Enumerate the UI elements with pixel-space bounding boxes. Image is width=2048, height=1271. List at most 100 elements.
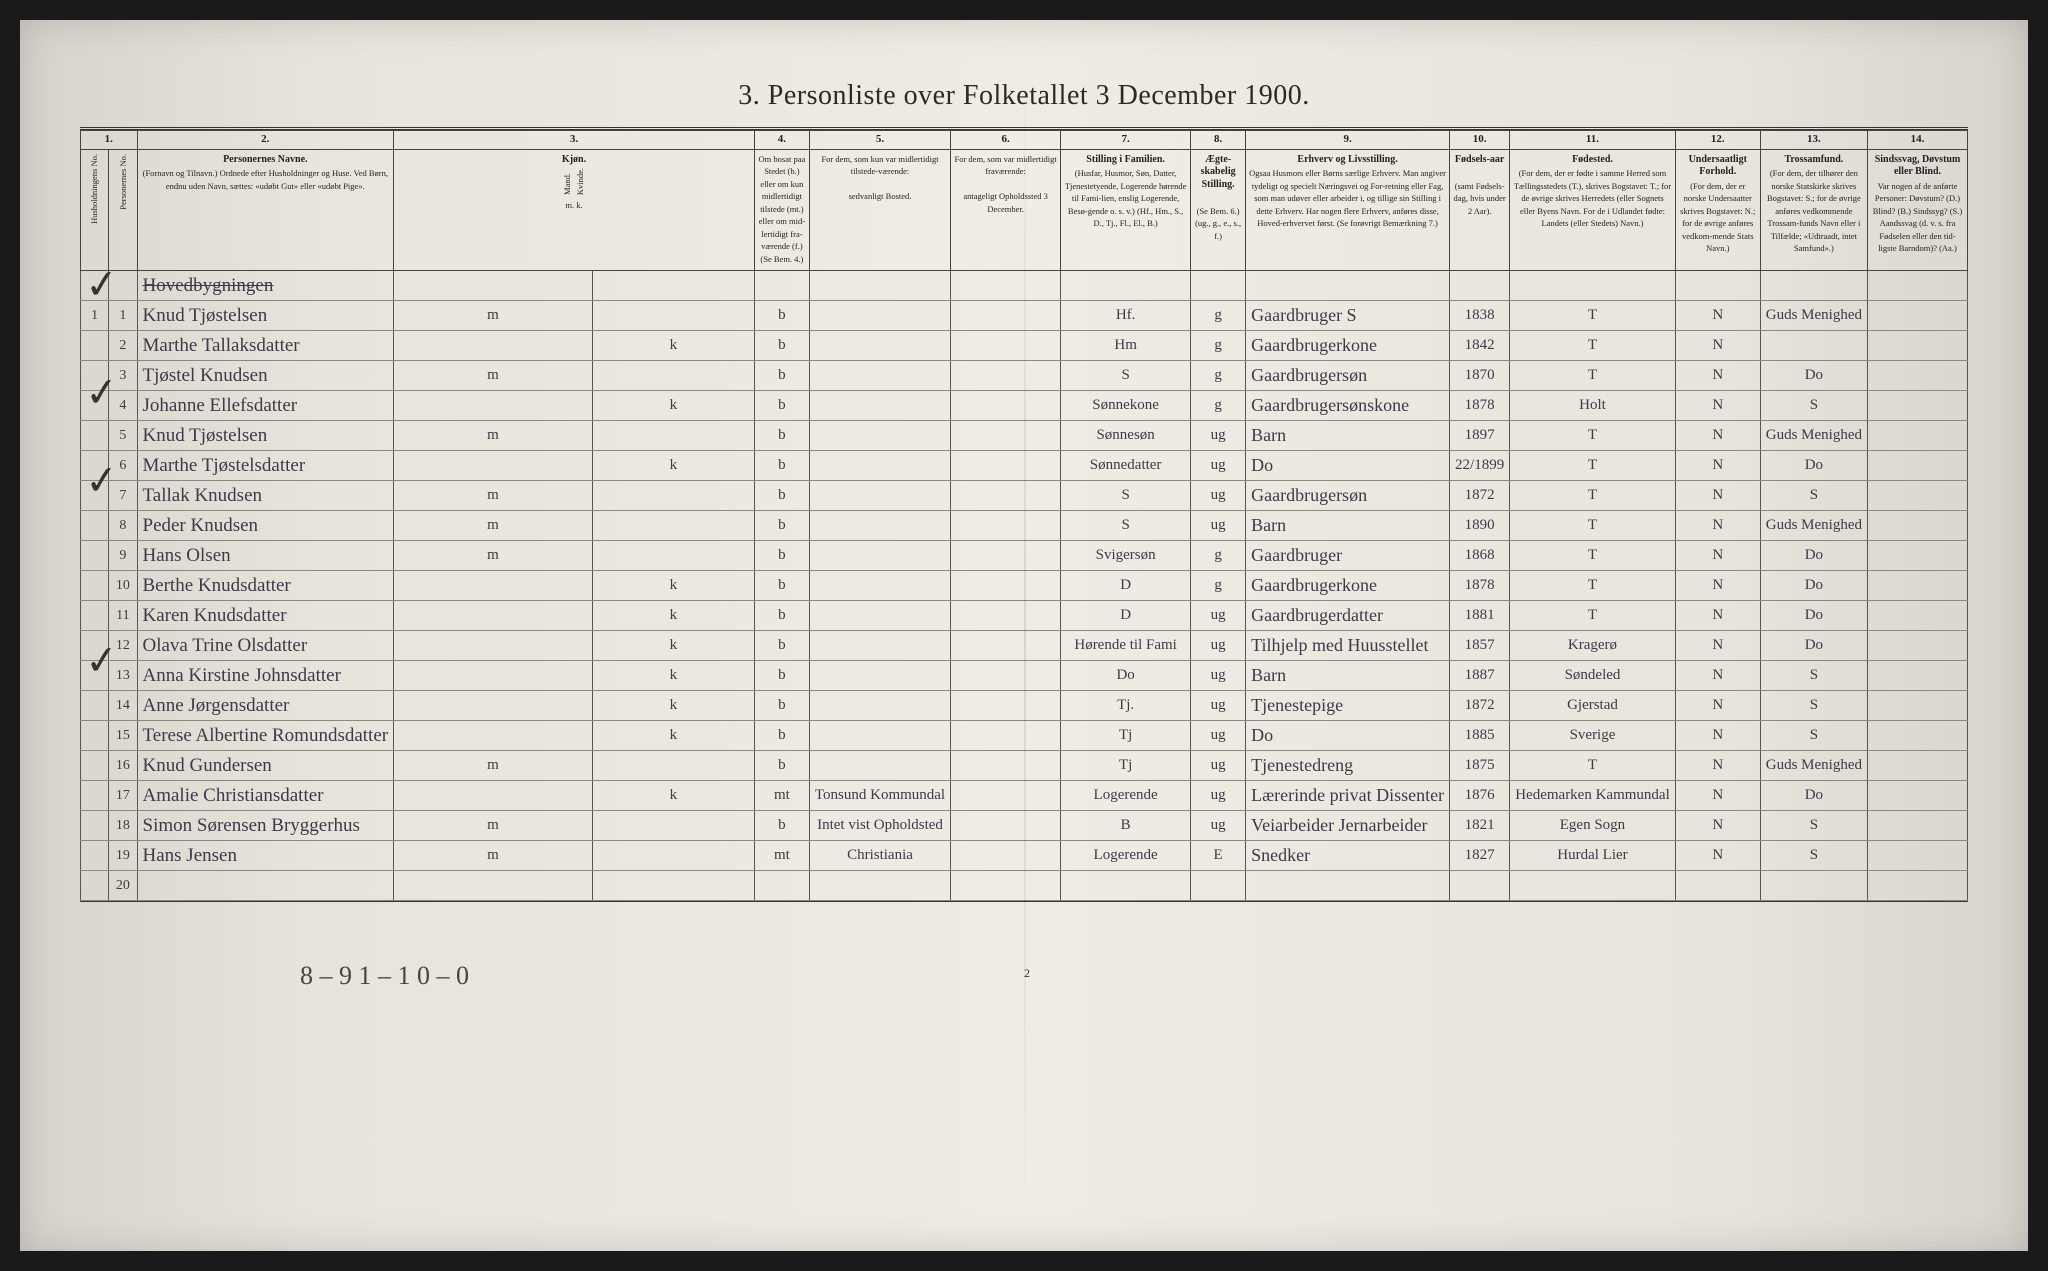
cell xyxy=(394,871,593,901)
checkmark-annotation: ✓ xyxy=(83,369,120,418)
cell: Hans Olsen xyxy=(137,541,394,571)
cell: T xyxy=(1510,751,1676,781)
cell: Gaardbrugerkone xyxy=(1246,331,1450,361)
cell: N xyxy=(1675,421,1760,451)
cell xyxy=(394,721,593,751)
cell: 1872 xyxy=(1450,481,1510,511)
cell: N xyxy=(1675,391,1760,421)
table-body: Hovedbygningen11Knud TjøstelsenmbHf.gGaa… xyxy=(81,271,1968,901)
cell: 1868 xyxy=(1450,541,1510,571)
h8: Ægte-skabelig Stilling.(Se Bem. 6.) (ug.… xyxy=(1191,149,1246,271)
cell: Tonsund Kommundal xyxy=(809,781,950,811)
h12: Undersaatligt Forhold.(For dem, der er n… xyxy=(1675,149,1760,271)
cell: 1872 xyxy=(1450,691,1510,721)
cell: Gaardbruger S xyxy=(1246,301,1450,331)
cell: Hans Jensen xyxy=(137,841,394,871)
cell: N xyxy=(1675,571,1760,601)
h3: Kjøn.Mand. Kvinde.m. k. xyxy=(394,149,755,271)
cell: b xyxy=(754,721,809,751)
cell: Tj xyxy=(1061,721,1191,751)
cell: b xyxy=(754,511,809,541)
cell: Gaardbrugersønskone xyxy=(1246,391,1450,421)
cell: Simon Sørensen Bryggerhus xyxy=(137,811,394,841)
cell: S xyxy=(1760,691,1867,721)
table-row: 18Simon Sørensen BryggerhusmbIntet vist … xyxy=(81,811,1968,841)
cell: b xyxy=(754,631,809,661)
cell: Snedker xyxy=(1246,841,1450,871)
cell: T xyxy=(1510,331,1676,361)
cell xyxy=(592,841,754,871)
cell xyxy=(951,391,1061,421)
cell: g xyxy=(1191,301,1246,331)
cell: N xyxy=(1675,691,1760,721)
cell: k xyxy=(592,571,754,601)
cell: 16 xyxy=(109,751,137,781)
colnum-9: 9. xyxy=(1246,131,1450,150)
cell: 18 xyxy=(109,811,137,841)
cell: Veiarbeider Jernarbeider xyxy=(1246,811,1450,841)
cell: b xyxy=(754,391,809,421)
cell: ug xyxy=(1191,481,1246,511)
cell: 1821 xyxy=(1450,811,1510,841)
cell: k xyxy=(592,691,754,721)
cell xyxy=(1675,271,1760,301)
cell xyxy=(809,691,950,721)
cell xyxy=(1868,631,1968,661)
cell: 1887 xyxy=(1450,661,1510,691)
cell xyxy=(394,391,593,421)
cell: T xyxy=(1510,301,1676,331)
table-row: 10Berthe KnudsdatterkbDgGaardbrugerkone1… xyxy=(81,571,1968,601)
cell: 1890 xyxy=(1450,511,1510,541)
cell xyxy=(809,571,950,601)
cell: T xyxy=(1510,571,1676,601)
cell: S xyxy=(1760,721,1867,751)
cell: 8 xyxy=(109,511,137,541)
cell: Logerende xyxy=(1061,841,1191,871)
checkmark-annotation: ✓ xyxy=(83,261,120,310)
cell xyxy=(809,301,950,331)
cell: Tilhjelp med Huusstellet xyxy=(1246,631,1450,661)
cell: T xyxy=(1510,361,1676,391)
h9: Erhverv og Livsstilling.Ogsaa Husmors el… xyxy=(1246,149,1450,271)
cell: Tallak Knudsen xyxy=(137,481,394,511)
cell xyxy=(1868,691,1968,721)
cell: Barn xyxy=(1246,421,1450,451)
cell: Hovedbygningen xyxy=(137,271,394,301)
cell: Do xyxy=(1760,571,1867,601)
table-header: 1. 2. 3. 4. 5. 6. 7. 8. 9. 10. 11. 12. 1… xyxy=(81,131,1968,271)
cell: k xyxy=(592,721,754,751)
cell xyxy=(809,481,950,511)
cell: Gaardbrugerdatter xyxy=(1246,601,1450,631)
cell: N xyxy=(1675,361,1760,391)
cell: b xyxy=(754,691,809,721)
cell: T xyxy=(1510,511,1676,541)
table-row: Hovedbygningen xyxy=(81,271,1968,301)
cell: 10 xyxy=(109,571,137,601)
cell xyxy=(1246,271,1450,301)
cell: b xyxy=(754,331,809,361)
cell: S xyxy=(1760,481,1867,511)
cell xyxy=(1868,871,1968,901)
cell: b xyxy=(754,301,809,331)
cell: Lærerinde privat Dissenter xyxy=(1246,781,1450,811)
cell xyxy=(809,661,950,691)
cell: Sverige xyxy=(1510,721,1676,751)
colnum-6: 6. xyxy=(951,131,1061,150)
table-row: 11Karen KnudsdatterkbDugGaardbrugerdatte… xyxy=(81,601,1968,631)
cell: Anna Kirstine Johnsdatter xyxy=(137,661,394,691)
colnum-13: 13. xyxy=(1760,131,1867,150)
cell xyxy=(809,331,950,361)
cell xyxy=(81,781,109,811)
cell: T xyxy=(1510,421,1676,451)
cell: N xyxy=(1675,511,1760,541)
census-table: 1. 2. 3. 4. 5. 6. 7. 8. 9. 10. 11. 12. 1… xyxy=(80,130,1968,901)
cell: 1876 xyxy=(1450,781,1510,811)
cell: ug xyxy=(1191,751,1246,781)
cell: N xyxy=(1675,631,1760,661)
cell xyxy=(951,691,1061,721)
cell xyxy=(1246,871,1450,901)
cell: b xyxy=(754,421,809,451)
h1a: Husholdningens No. xyxy=(81,149,109,271)
colnum-8: 8. xyxy=(1191,131,1246,150)
cell: b xyxy=(754,751,809,781)
